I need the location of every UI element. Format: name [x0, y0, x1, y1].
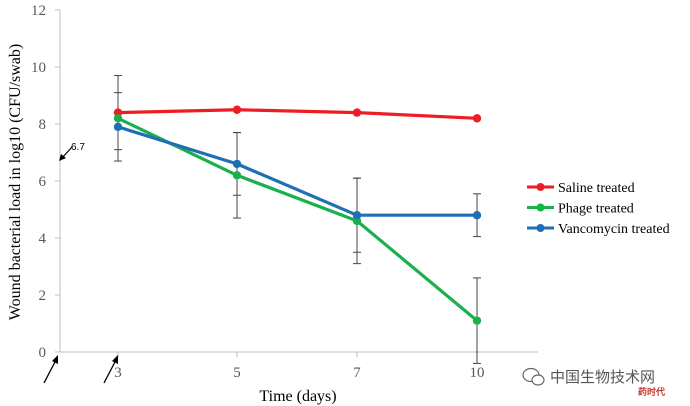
series-lines	[117, 108, 479, 322]
dosing-arrow-2	[103, 355, 118, 384]
legend-swatch-marker	[536, 203, 545, 212]
dosing-arrow-line	[103, 359, 117, 384]
dosing-arrow-line	[43, 359, 57, 384]
data-point-vancomycin-treated	[113, 122, 123, 132]
series-line-phage-treated	[117, 116, 479, 322]
watermark-text: 中国生物技术网	[550, 368, 655, 386]
legend-swatch-marker	[536, 183, 545, 191]
annotation-6-7: 6.7	[59, 142, 85, 161]
plot-axes	[59, 10, 538, 353]
dosing-arrow-1	[43, 355, 58, 384]
x-ticks: 3 5 7 10	[114, 352, 485, 381]
legend-label-vancomycin-treated: Vancomycin treated	[558, 222, 670, 237]
y-tick-label: 12	[31, 3, 46, 19]
dosing-arrowhead	[52, 355, 58, 364]
legend: Saline treated Phage treated Vancomycin tr…	[527, 181, 670, 237]
dosing-arrowhead	[112, 355, 118, 364]
legend-swatch-marker	[536, 224, 545, 232]
annotation-arrowhead	[59, 154, 66, 161]
legend-label-saline-treated: Saline treated	[558, 181, 635, 196]
x-axis-title: Time (days)	[259, 388, 336, 405]
y-tick-label: 0	[39, 345, 47, 361]
x-tick-label: 3	[114, 365, 122, 381]
y-tick-label: 10	[31, 60, 46, 76]
data-point-vancomycin-treated	[472, 211, 482, 220]
data-point-phage-treated	[232, 171, 242, 180]
data-point-phage-treated	[472, 316, 482, 325]
y-tick-label: 2	[39, 288, 47, 304]
data-point-saline-treated	[232, 105, 242, 114]
x-tick-label: 5	[233, 365, 241, 381]
x-tick-label: 10	[470, 365, 485, 381]
legend-label-phage-treated: Phage treated	[558, 202, 634, 217]
wechat-icon	[522, 367, 545, 386]
y-tick-label: 6	[39, 174, 47, 190]
watermark: 中国生物技术网 药时代	[522, 367, 665, 398]
data-point-saline-treated	[472, 114, 482, 123]
y-axis-title: Wound bacterial load in log10 (CFU/swab)	[7, 44, 24, 320]
series-points	[113, 105, 482, 325]
watermark-sub: 药时代	[638, 386, 665, 398]
series-line-vancomycin-treated	[117, 125, 477, 217]
data-point-vancomycin-treated	[232, 159, 242, 169]
data-point-saline-treated	[352, 108, 362, 117]
annotation-label: 6.7	[71, 142, 85, 153]
series-line-saline-treated	[117, 108, 478, 120]
y-tick-label: 4	[39, 231, 47, 247]
error-bars	[114, 75, 481, 364]
x-tick-label: 7	[353, 365, 361, 381]
data-point-vancomycin-treated	[352, 211, 362, 220]
data-point-phage-treated	[113, 114, 123, 123]
y-tick-label: 8	[39, 117, 47, 133]
y-ticks: 0 2 4 6 8 10 12	[31, 3, 60, 361]
